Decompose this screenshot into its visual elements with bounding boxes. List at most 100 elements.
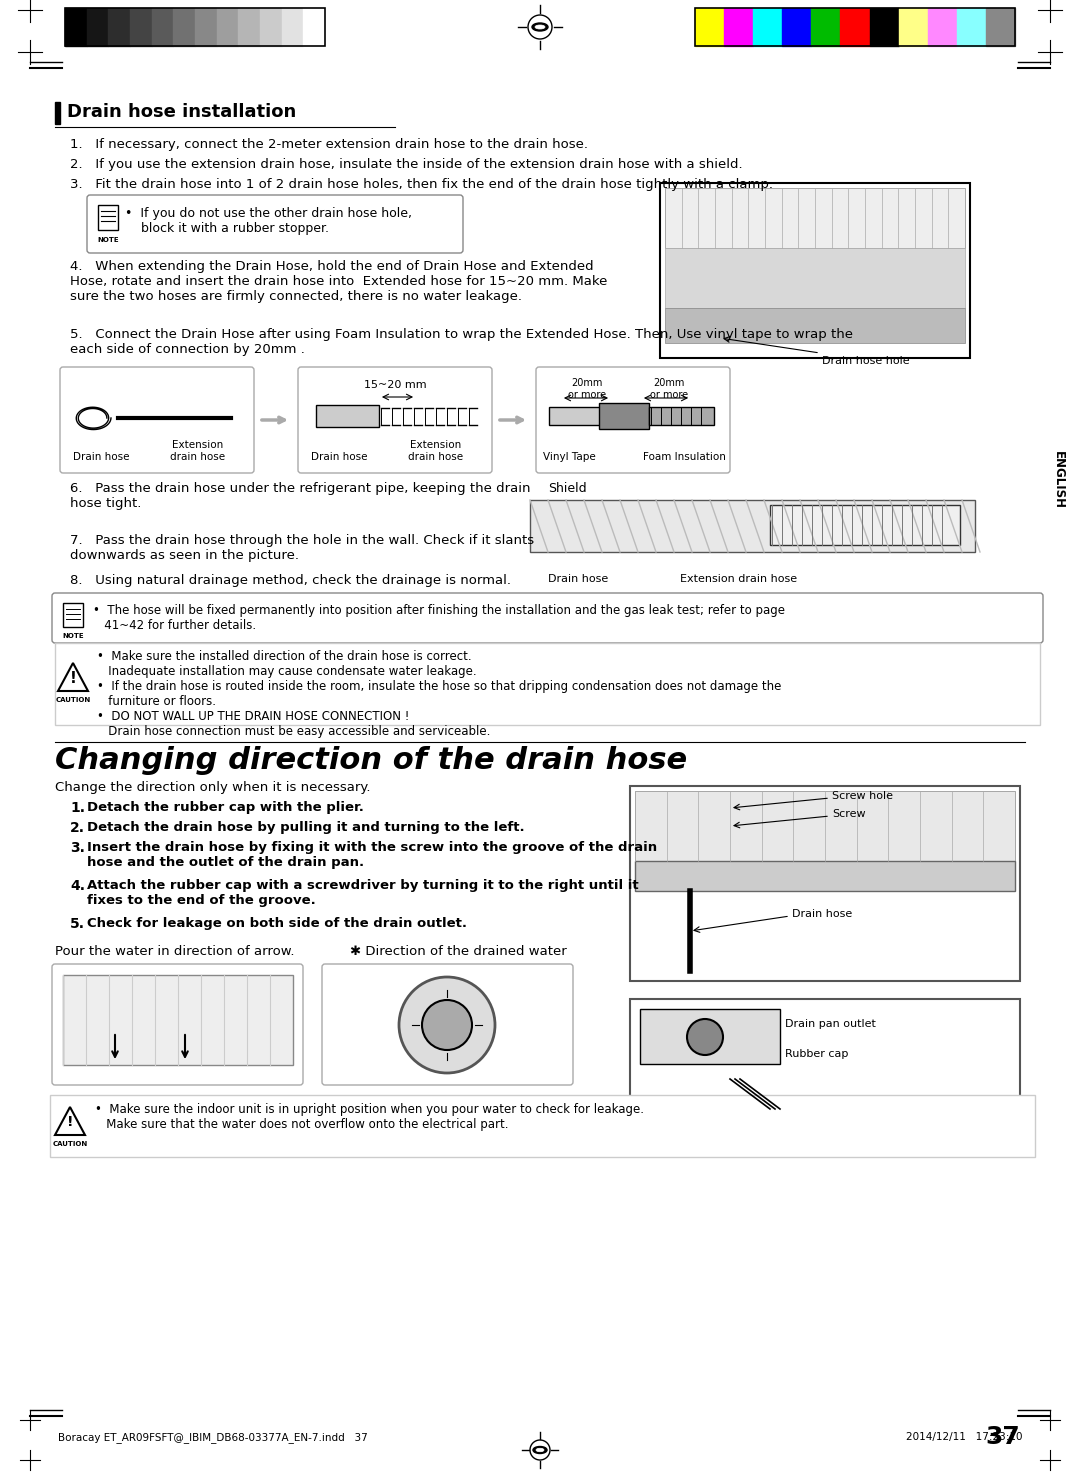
Ellipse shape [536, 1448, 544, 1452]
Bar [282, 7, 303, 46]
Bar [660, 183, 970, 359]
Bar [599, 403, 649, 430]
Bar [55, 102, 60, 124]
Bar [260, 7, 282, 46]
Bar [63, 976, 293, 1066]
Bar [549, 407, 604, 425]
Text: •  If you do not use the other drain hose hole,
    block it with a rubber stopp: • If you do not use the other drain hose… [125, 207, 411, 235]
Circle shape [687, 1018, 723, 1055]
Ellipse shape [532, 24, 548, 31]
Bar [217, 7, 239, 46]
Bar [649, 407, 714, 425]
Text: Detach the rubber cap with the plier.: Detach the rubber cap with the plier. [87, 801, 364, 813]
Circle shape [399, 977, 495, 1073]
Bar [640, 1010, 780, 1064]
FancyBboxPatch shape [52, 964, 303, 1085]
Text: Attach the rubber cap with a screwdriver by turning it to the right until it
fix: Attach the rubber cap with a screwdriver… [87, 880, 638, 906]
Bar [957, 7, 986, 46]
Text: Drain pan outlet: Drain pan outlet [785, 1018, 876, 1029]
Bar [724, 7, 753, 46]
Text: Drain hose: Drain hose [548, 574, 608, 584]
Polygon shape [58, 663, 87, 691]
Text: 6.   Pass the drain hose under the refrigerant pipe, keeping the drain
hose tigh: 6. Pass the drain hose under the refrige… [70, 483, 530, 511]
Text: Screw hole: Screw hole [832, 791, 893, 801]
Bar [770, 505, 960, 545]
Text: Drain hose: Drain hose [72, 452, 130, 462]
Text: Change the direction only when it is necessary.: Change the direction only when it is nec… [55, 781, 370, 794]
Bar [840, 7, 869, 46]
Text: 8.   Using natural drainage method, check the drainage is normal.: 8. Using natural drainage method, check … [70, 574, 511, 587]
Text: 20mm
or more: 20mm or more [650, 378, 688, 400]
Bar [630, 787, 1020, 982]
Text: NOTE: NOTE [63, 633, 84, 639]
Text: 2.   If you use the extension drain hose, insulate the inside of the extension d: 2. If you use the extension drain hose, … [70, 158, 743, 171]
Bar [316, 404, 379, 427]
Text: •  Make sure the indoor unit is in upright position when you pour water to check: • Make sure the indoor unit is in uprigh… [95, 1103, 644, 1131]
Text: 2.: 2. [70, 821, 85, 835]
Bar [195, 7, 217, 46]
Ellipse shape [535, 25, 545, 30]
Ellipse shape [534, 1446, 546, 1454]
Bar [696, 7, 724, 46]
Text: Vinyl Tape: Vinyl Tape [542, 452, 595, 462]
Bar [108, 7, 130, 46]
Text: ✱ Direction of the drained water: ✱ Direction of the drained water [350, 945, 567, 958]
Text: Changing direction of the drain hose: Changing direction of the drain hose [55, 745, 687, 775]
Polygon shape [55, 1107, 85, 1135]
Bar [986, 7, 1015, 46]
Bar [63, 604, 83, 627]
Text: 20mm
or more: 20mm or more [568, 378, 606, 400]
Text: !: ! [67, 1114, 73, 1129]
Bar [811, 7, 840, 46]
Bar [65, 7, 325, 46]
Text: Check for leakage on both side of the drain outlet.: Check for leakage on both side of the dr… [87, 917, 467, 930]
Bar [630, 999, 1020, 1129]
Bar [665, 248, 966, 308]
Bar [55, 644, 1040, 725]
Text: Extension
drain hose: Extension drain hose [171, 440, 226, 462]
Text: Drain hose: Drain hose [311, 452, 367, 462]
FancyBboxPatch shape [87, 195, 463, 252]
Text: •  The hose will be fixed permanently into position after finishing the installa: • The hose will be fixed permanently int… [93, 604, 785, 632]
Text: CAUTION: CAUTION [52, 1141, 87, 1147]
Text: Drain hose: Drain hose [792, 909, 852, 920]
Bar [635, 791, 1015, 861]
Text: Shield: Shield [548, 483, 586, 494]
Bar [869, 7, 899, 46]
Bar [665, 308, 966, 342]
FancyBboxPatch shape [52, 593, 1043, 644]
FancyBboxPatch shape [298, 368, 492, 472]
Bar [98, 205, 118, 230]
Text: 1.: 1. [70, 801, 85, 815]
Text: ENGLISH: ENGLISH [1052, 452, 1065, 509]
Text: Drain hose hole: Drain hose hole [822, 356, 909, 366]
Bar [130, 7, 151, 46]
Text: Drain hose installation: Drain hose installation [67, 103, 296, 121]
Text: 7.   Pass the drain hose through the hole in the wall. Check if it slants
downwa: 7. Pass the drain hose through the hole … [70, 534, 535, 562]
Text: Foam Insulation: Foam Insulation [643, 452, 726, 462]
Bar [151, 7, 173, 46]
Text: NOTE: NOTE [97, 238, 119, 244]
Bar [635, 861, 1015, 892]
Text: 5.: 5. [70, 917, 85, 931]
Text: Extension drain hose: Extension drain hose [680, 574, 797, 584]
Bar [899, 7, 928, 46]
Text: CAUTION: CAUTION [55, 697, 91, 703]
Text: 4.   When extending the Drain Hose, hold the end of Drain Hose and Extended
Hose: 4. When extending the Drain Hose, hold t… [70, 260, 607, 303]
Text: 15~20 mm: 15~20 mm [364, 379, 427, 390]
FancyBboxPatch shape [60, 368, 254, 472]
Bar [782, 7, 811, 46]
Bar [928, 7, 957, 46]
Text: 5.   Connect the Drain Hose after using Foam Insulation to wrap the Extended Hos: 5. Connect the Drain Hose after using Fo… [70, 328, 853, 356]
Text: •  Make sure the installed direction of the drain hose is correct.
   Inadequate: • Make sure the installed direction of t… [97, 649, 781, 738]
Bar [303, 7, 325, 46]
Text: Boracay ET_AR09FSFT@_IBIM_DB68-03377A_EN-7.indd   37: Boracay ET_AR09FSFT@_IBIM_DB68-03377A_EN… [58, 1432, 368, 1444]
Text: 2014/12/11   17:23:10: 2014/12/11 17:23:10 [905, 1432, 1022, 1442]
Text: !: ! [69, 672, 77, 686]
FancyBboxPatch shape [322, 964, 573, 1085]
Text: Rubber cap: Rubber cap [785, 1049, 849, 1058]
Text: 3.: 3. [70, 841, 85, 855]
Bar [173, 7, 195, 46]
Text: Pour the water in direction of arrow.: Pour the water in direction of arrow. [55, 945, 295, 958]
Bar [239, 7, 260, 46]
